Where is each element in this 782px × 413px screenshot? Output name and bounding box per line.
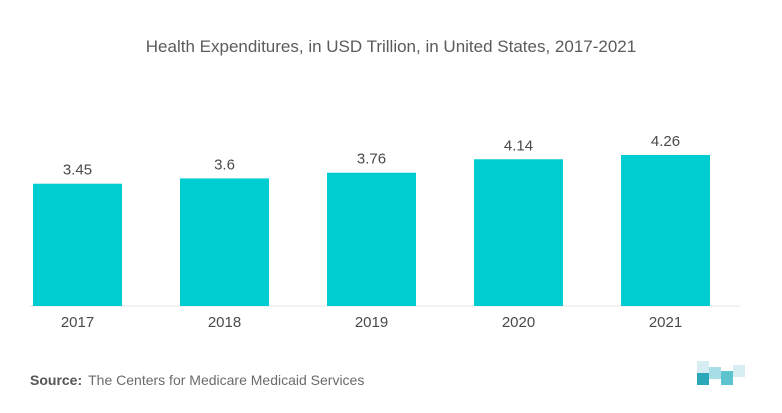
bar-2018: [180, 178, 269, 306]
bar-2017: [33, 183, 122, 306]
data-labels-group: 3.45 3.6 3.76 4.14 4.26: [63, 133, 680, 179]
data-label-2017: 3.45: [63, 162, 92, 179]
data-label-2020: 4.14: [504, 137, 533, 154]
bar-2019: [327, 172, 416, 306]
x-tick-2018: 2018: [208, 314, 241, 331]
brand-logo-icon: [697, 361, 745, 387]
source-note: Source: The Centers for Medicare Medicaid…: [30, 372, 364, 388]
source-text: The Centers for Medicare Medicaid Servic…: [88, 372, 365, 388]
x-tick-2021: 2021: [649, 314, 682, 331]
bar-2021: [621, 155, 710, 306]
data-label-2018: 3.6: [214, 156, 235, 173]
x-tick-2019: 2019: [355, 314, 388, 331]
bar-2020: [474, 159, 563, 306]
x-tick-2020: 2020: [502, 314, 535, 331]
bars-group: [33, 155, 710, 306]
data-label-2021: 4.26: [651, 133, 680, 150]
source-label: Source:: [30, 372, 83, 388]
x-tick-labels-group: 2017 2018 2019 2020 2021: [61, 314, 682, 331]
chart-title: Health Expenditures, in USD Trillion, in…: [145, 37, 637, 56]
data-label-2019: 3.76: [357, 151, 386, 168]
x-tick-2017: 2017: [61, 314, 94, 331]
